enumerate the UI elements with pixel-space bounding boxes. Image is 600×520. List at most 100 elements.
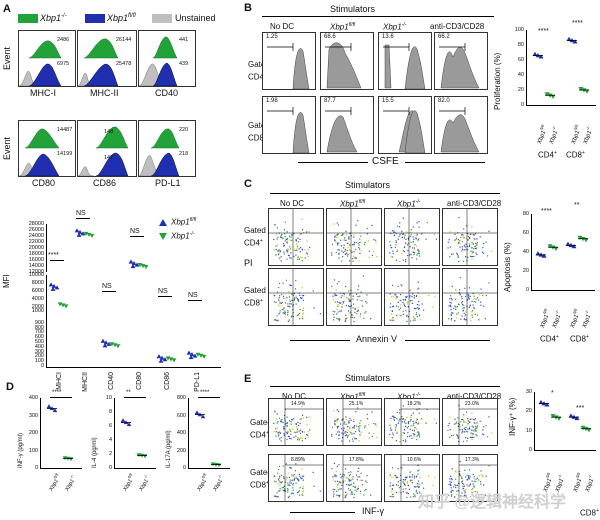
event-dot xyxy=(337,249,339,251)
event-dot xyxy=(466,484,468,486)
event-dot xyxy=(295,476,297,478)
y-tick-label: 100 xyxy=(514,27,524,33)
event-dot xyxy=(460,297,462,300)
data-point xyxy=(194,410,200,415)
event-dot xyxy=(331,433,333,436)
data-point xyxy=(130,264,136,269)
event-dot xyxy=(447,429,449,431)
event-dot xyxy=(275,431,277,433)
event-dot xyxy=(396,250,398,253)
event-dot xyxy=(305,416,308,418)
event-dot xyxy=(285,422,287,425)
event-dot xyxy=(273,422,275,425)
event-dot xyxy=(456,313,458,315)
event-dot xyxy=(362,459,365,461)
event-dot xyxy=(282,308,284,310)
event-dot xyxy=(471,438,473,441)
event-dot xyxy=(276,238,278,240)
event-dot xyxy=(343,427,345,429)
event-dot xyxy=(411,474,414,476)
event-dot xyxy=(474,428,476,430)
event-dot xyxy=(288,291,290,293)
event-dot xyxy=(406,320,408,322)
event-dot xyxy=(346,431,348,434)
gate-percentage: 18.2% xyxy=(407,401,422,407)
event-dot xyxy=(363,317,365,319)
event-dot xyxy=(418,304,420,306)
event-dot xyxy=(291,419,294,421)
event-dot xyxy=(466,479,468,481)
event-dot xyxy=(394,293,396,295)
event-dot xyxy=(414,427,416,429)
event-dot xyxy=(421,418,423,420)
event-dot xyxy=(345,494,347,496)
event-dot xyxy=(331,285,333,287)
event-dot xyxy=(279,484,281,486)
event-dot xyxy=(338,319,340,322)
event-dot xyxy=(313,307,315,309)
event-dot xyxy=(453,423,455,426)
event-dot xyxy=(348,440,351,442)
data-point xyxy=(544,402,550,407)
event-dot xyxy=(277,250,279,252)
event-dot xyxy=(473,430,475,432)
cytokine-plot xyxy=(194,410,222,468)
event-dot xyxy=(455,289,457,292)
event-dot xyxy=(464,492,466,494)
event-dot xyxy=(463,414,465,416)
event-dot xyxy=(286,249,288,251)
event-dot xyxy=(395,296,397,298)
event-dot xyxy=(298,314,300,316)
event-dot xyxy=(336,480,339,482)
histogram-label-pd-l1: PD-L1 xyxy=(155,178,181,188)
data-point xyxy=(574,415,580,421)
event-dot xyxy=(415,307,417,310)
event-dot xyxy=(348,480,350,482)
event-dot xyxy=(472,473,474,476)
event-dot xyxy=(416,409,418,411)
event-dot xyxy=(416,492,418,495)
event-dot xyxy=(298,473,300,475)
event-dot xyxy=(399,234,401,236)
histogram-label-cd80: CD80 xyxy=(32,178,56,188)
event-dot xyxy=(350,304,352,307)
event-dot xyxy=(470,250,472,252)
event-dot xyxy=(391,284,394,286)
event-dot xyxy=(474,430,476,432)
event-dot xyxy=(319,313,321,315)
event-dot xyxy=(367,240,370,242)
event-dot xyxy=(476,427,478,429)
event-dot xyxy=(409,476,411,478)
event-dot xyxy=(342,418,344,421)
event-dot xyxy=(345,434,347,436)
event-dot xyxy=(392,252,394,255)
event-dot xyxy=(336,494,338,496)
event-dot xyxy=(278,490,280,492)
event-dot xyxy=(353,426,355,428)
event-dot xyxy=(283,414,285,417)
data-point xyxy=(189,352,195,357)
x-category-label: Xbp1fl/fl xyxy=(196,472,209,493)
event-dot xyxy=(448,305,450,307)
event-dot xyxy=(297,237,299,239)
data-point xyxy=(544,92,550,97)
event-dot xyxy=(288,495,290,497)
event-dot xyxy=(462,418,464,421)
event-dot xyxy=(353,493,355,495)
event-dot xyxy=(282,312,284,314)
dot-cloud xyxy=(385,209,439,265)
event-dot xyxy=(417,288,419,290)
event-dot xyxy=(402,491,404,493)
data-point xyxy=(143,265,149,270)
event-dot xyxy=(334,241,336,243)
event-dot xyxy=(282,465,284,467)
dot-cloud xyxy=(385,269,439,325)
event-dot xyxy=(344,480,346,482)
event-dot xyxy=(290,252,292,254)
csfe-arrow-line xyxy=(298,162,368,163)
column-header: Xbp1-/- xyxy=(383,22,407,32)
panel-label-a: A xyxy=(3,3,11,15)
event-dot xyxy=(459,277,461,279)
event-dot xyxy=(468,478,471,480)
event-dot xyxy=(406,231,408,233)
